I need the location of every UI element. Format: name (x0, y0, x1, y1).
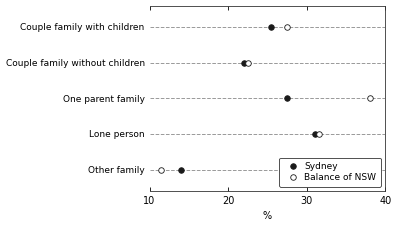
Legend: Sydney, Balance of NSW: Sydney, Balance of NSW (279, 158, 381, 187)
X-axis label: %: % (263, 211, 272, 222)
